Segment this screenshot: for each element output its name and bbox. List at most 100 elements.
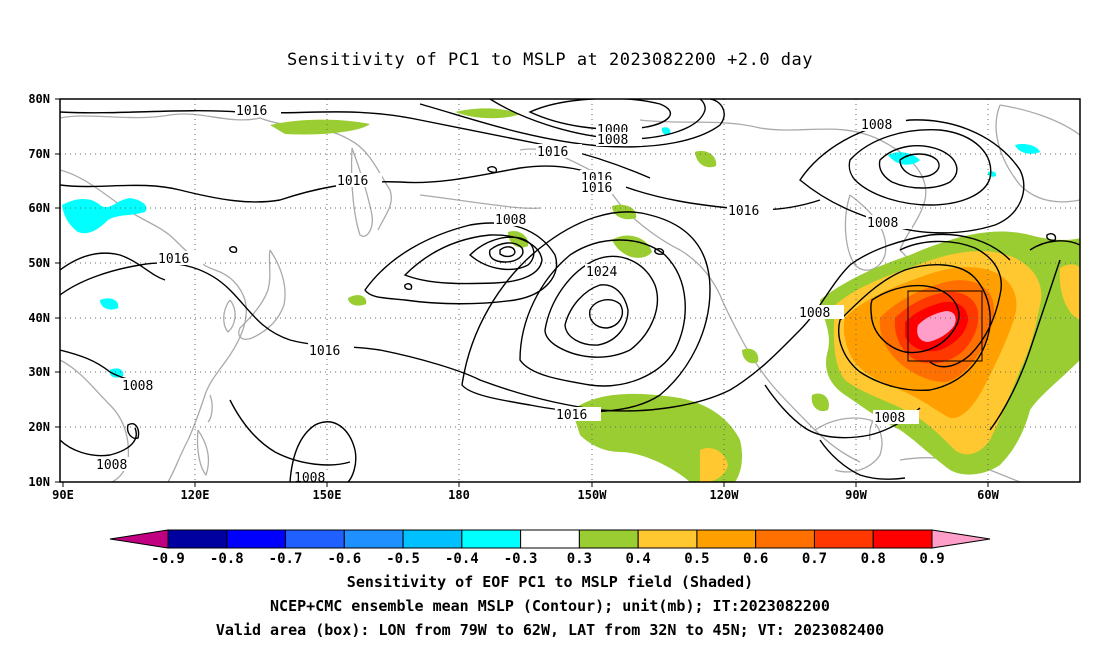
shade-mid-pacific: [348, 295, 367, 306]
contour-label: 1024: [586, 265, 617, 280]
colorbar-swatch: [578, 529, 639, 549]
contour-label: 1016: [309, 344, 340, 359]
coast-north-america-west: [719, 294, 861, 463]
neg-greenland: [1015, 143, 1040, 154]
valid-area-box: [907, 290, 983, 362]
colorbar-swatch: [226, 529, 287, 549]
colorbar-label: 0.3: [567, 551, 592, 567]
contour-label: 1008: [96, 458, 127, 473]
contour-label: 1016: [728, 204, 759, 219]
contour-label: 1008: [867, 216, 898, 231]
lat-label: 20N: [28, 420, 50, 434]
caption-line-2: NCEP+CMC ensemble mean MSLP (Contour); u…: [270, 597, 830, 615]
colorbar-high-triangle: [931, 529, 991, 549]
contour-1016-atlantic-high: [899, 240, 1002, 368]
colorbar-low-triangle: [109, 529, 169, 549]
contour-1016-east-asia: [60, 252, 166, 281]
contour-1008-aleutian-0: [499, 246, 516, 258]
contour-1024-high-1: [544, 255, 659, 358]
contour-1024-high-core: [564, 284, 629, 346]
lat-label: 30N: [28, 365, 50, 379]
mslp-contours: [60, 99, 1080, 482]
lat-label: 10N: [28, 475, 50, 489]
colorbar-label: -0.5: [386, 551, 420, 567]
colorbar-swatch: [343, 529, 404, 549]
contour-1008-nw-pacific: [289, 421, 357, 482]
contour-1016-small-canada: [654, 248, 665, 255]
neg-siberia: [62, 198, 147, 234]
neg-china: [100, 298, 119, 310]
contour-label: 1016: [581, 181, 612, 196]
lon-label: 90W: [845, 488, 867, 502]
contour-1016-small-east-asia: [229, 246, 238, 253]
neg-arctic: [661, 127, 671, 135]
colorbar-label: 0.4: [626, 551, 651, 567]
coast-japan: [238, 249, 286, 340]
colorbar: [109, 529, 991, 549]
colorbar-swatch: [520, 529, 580, 549]
contour-1024-high-2: [519, 239, 686, 387]
contour-1008-hudson: [848, 129, 992, 206]
contour-1024-high-outer: [461, 211, 711, 413]
colorbar-label: 0.5: [684, 551, 709, 567]
shade-beaufort: [455, 108, 520, 119]
shade-arctic-west: [270, 119, 370, 135]
lat-label: 60N: [28, 201, 50, 215]
coast-indochina: [60, 359, 130, 482]
neg-indochina: [109, 368, 124, 378]
contour-1016-greenland: [989, 259, 1061, 431]
colorbar-swatch: [461, 529, 522, 549]
contour-1016-asia: [60, 165, 821, 211]
contour-label: 1008: [799, 306, 830, 321]
contour-1008-mexico: [819, 439, 906, 480]
colorbar-label: -0.7: [269, 551, 303, 567]
contour-label: 1016: [236, 104, 267, 119]
contour-1016-atlantic-east: [1029, 240, 1080, 251]
colorbar-label: -0.4: [445, 551, 479, 567]
shade-ne-pacific: [612, 235, 652, 258]
colorbar-labels: -0.9 -0.8 -0.7 -0.6 -0.5 -0.4 -0.3 0.3 0.4 0.5 0.6…: [151, 551, 945, 567]
colorbar-label: 0.6: [743, 551, 768, 567]
contour-label: 1008: [597, 133, 628, 148]
latitude-labels: 80N 70N 60N 50N 40N 30N 20N 10N: [28, 92, 50, 489]
colorbar-swatch: [872, 529, 933, 549]
axis-ticks: [55, 98, 989, 487]
shade-yellow-pacific: [700, 447, 728, 482]
colorbar-swatch: [167, 529, 228, 549]
lon-label: 60W: [977, 488, 999, 502]
colorbar-swatch: [402, 529, 463, 549]
coast-greenland: [995, 104, 1080, 203]
coast-taiwan-philippines: [196, 394, 213, 477]
contour-label: 1008: [122, 379, 153, 394]
shade-pink-atlantic: [917, 311, 956, 342]
negative-shading: [62, 127, 1040, 378]
contour-label: 1016: [337, 174, 368, 189]
contour-1008-trough: [870, 285, 960, 354]
lon-label: 90E: [52, 488, 74, 502]
colorbar-swatch: [696, 529, 757, 549]
contour-1008-hudson-inner: [878, 145, 958, 189]
map-title: Sensitivity of PC1 to MSLP at 2023082200…: [286, 50, 813, 70]
contour-label: 1016: [158, 252, 189, 267]
caption-line-3: Valid area (box): LON from 79W to 62W, L…: [215, 621, 885, 639]
lon-label: 150E: [313, 488, 342, 502]
contour-label: 1008: [294, 471, 325, 486]
contour-1008-aleutian-4: [364, 222, 558, 305]
coast-korea: [223, 299, 236, 333]
contour-1008-aleutian-2: [468, 236, 535, 271]
contour-1008-hudson-core: [899, 153, 940, 178]
longitude-labels: 90E 120E 150E 180 150W 120W 90W 60W: [52, 488, 999, 502]
shade-yellow-east-edge: [1059, 264, 1080, 320]
contour-labels: 1016 1000 1008 1016 1016 1016 1008 1016 …: [95, 103, 919, 486]
lon-label: 120E: [181, 488, 210, 502]
colorbar-label: 0.7: [802, 551, 827, 567]
colorbar-label: -0.3: [504, 551, 538, 567]
neg-hudson: [888, 152, 920, 165]
contour-1008-aleutian-1: [488, 242, 524, 263]
contour-1024-high-center: [588, 299, 624, 329]
shade-carib: [811, 393, 829, 412]
grid-lines: [60, 99, 1080, 482]
colorbar-swatch: [285, 529, 345, 549]
colorbar-label: 0.8: [861, 551, 886, 567]
